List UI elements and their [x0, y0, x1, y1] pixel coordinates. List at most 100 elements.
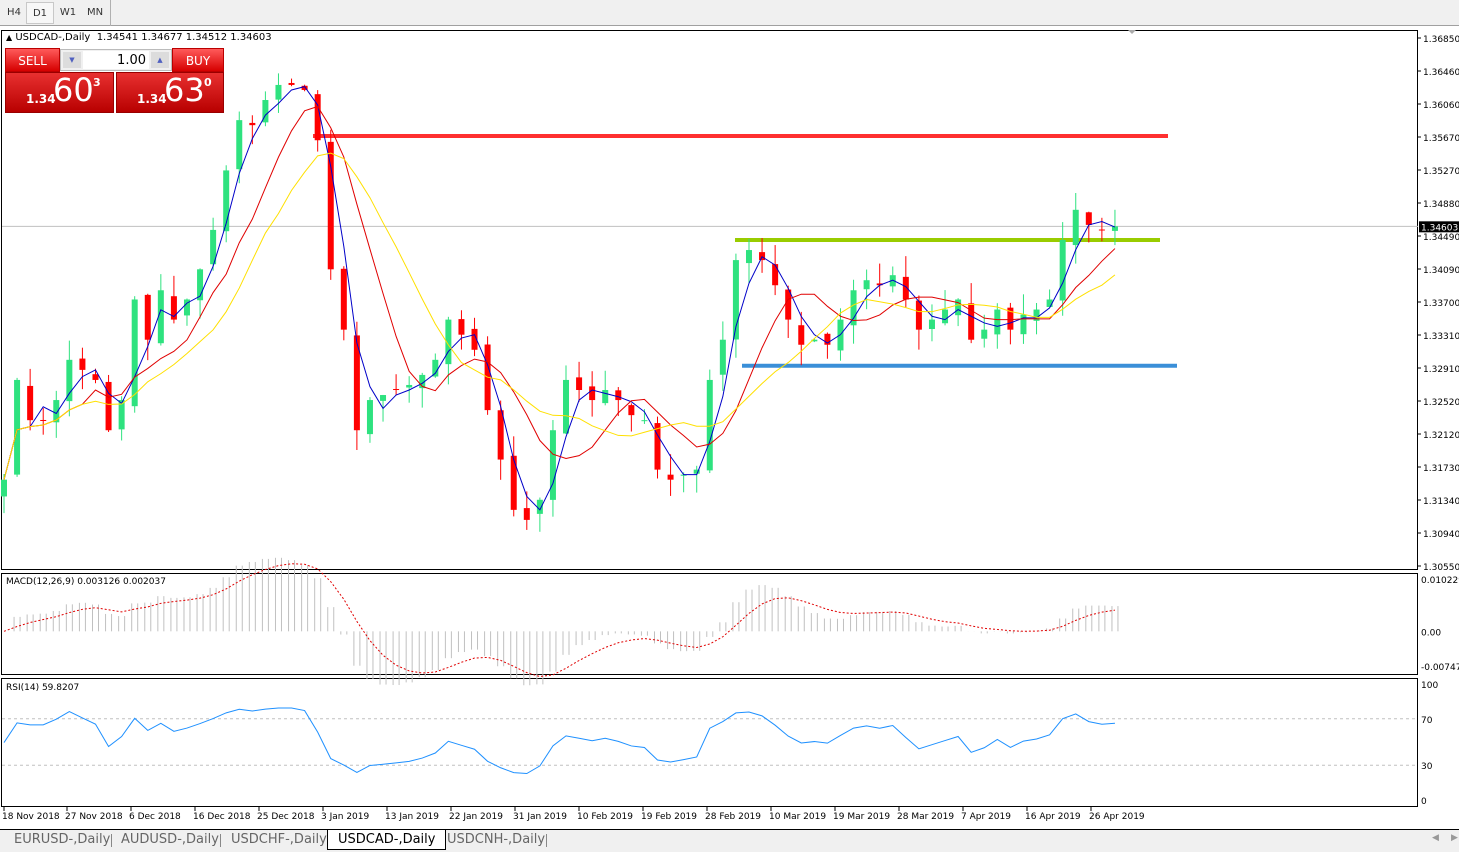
- rsi-axis-label: 0: [1421, 797, 1427, 807]
- candle-body: [824, 333, 831, 345]
- scroll-right-icon[interactable]: ▶: [1451, 833, 1458, 843]
- candle-body: [589, 386, 596, 401]
- date-axis-label: 10 Feb 2019: [577, 812, 633, 822]
- tab-audusd[interactable]: AUDUSD-,Daily: [121, 832, 219, 847]
- candle-body: [249, 122, 256, 126]
- candle-body: [288, 82, 295, 85]
- tab-eurusd[interactable]: EURUSD-,Daily: [14, 832, 111, 847]
- candle-body: [79, 358, 86, 370]
- candle-body: [353, 335, 360, 431]
- candle-body: [615, 390, 622, 401]
- date-axis-label: 26 Apr 2019: [1089, 812, 1145, 822]
- macd-axis-label: -0.007471: [1421, 663, 1459, 673]
- date-axis-label: 7 Apr 2019: [961, 812, 1011, 822]
- candle-body: [118, 400, 125, 430]
- date-axis-label: 18 Nov 2018: [2, 812, 60, 822]
- sell-quote[interactable]: 1.34 60 3: [5, 71, 114, 113]
- candle-body: [327, 141, 334, 270]
- candle-body: [576, 377, 583, 390]
- divider: [546, 834, 547, 847]
- candle-body: [223, 170, 230, 232]
- candle-body: [14, 379, 21, 475]
- candle-body: [745, 250, 752, 264]
- candle-body: [863, 280, 870, 290]
- candle-body: [53, 400, 60, 423]
- price-axis-label: 1.32520: [1423, 398, 1459, 408]
- candle-body: [928, 319, 935, 330]
- date-axis-label: 25 Dec 2018: [257, 812, 315, 822]
- timeframe-w1[interactable]: W1: [59, 7, 77, 18]
- divider: [220, 834, 221, 847]
- candle-body: [419, 374, 426, 389]
- candle-body: [497, 410, 504, 460]
- candle-body: [915, 300, 922, 330]
- date-axis-label: 6 Dec 2018: [129, 812, 181, 822]
- timeframe-mn[interactable]: MN: [86, 7, 104, 18]
- candle-body: [1046, 299, 1053, 307]
- rsi-line: [3, 707, 1115, 775]
- sell-quote-point: 3: [93, 76, 101, 89]
- buy-quote-pips: 63: [164, 71, 205, 109]
- candle-body: [366, 400, 373, 435]
- date-axis-label: 13 Jan 2019: [385, 812, 439, 822]
- macd-axis-label: 0.010229: [1421, 576, 1459, 586]
- rsi-axis-label: 100: [1421, 681, 1438, 691]
- timeframe-h4[interactable]: H4: [7, 7, 21, 18]
- candle-body: [798, 325, 805, 345]
- buy-quote-point: 0: [204, 76, 212, 89]
- current-price-badge: [1419, 221, 1459, 233]
- candle-body: [406, 384, 413, 388]
- chart-header: ▲ USDCAD-,Daily 1.34541 1.34677 1.34512 …: [6, 32, 272, 43]
- divider: [111, 834, 112, 847]
- divider: [110, 0, 111, 26]
- candle-body: [602, 390, 609, 404]
- price-axis-label: 1.36060: [1423, 101, 1459, 111]
- rsi-label: RSI(14) 59.8207: [6, 683, 79, 693]
- lot-increase-button[interactable]: ▲: [151, 52, 169, 68]
- scroll-left-icon[interactable]: ◀: [1432, 833, 1439, 843]
- price-axis-label: 1.30550: [1423, 563, 1459, 573]
- buy-button[interactable]: BUY: [172, 48, 224, 72]
- macd-signal-line: [3, 563, 1116, 678]
- price-axis-label: 1.34490: [1423, 233, 1459, 243]
- candle-body: [40, 419, 47, 421]
- candle-body: [876, 283, 883, 286]
- candle-body: [1033, 309, 1040, 321]
- sell-quote-prefix: 1.34: [26, 92, 56, 106]
- buy-quote[interactable]: 1.34 63 0: [116, 71, 224, 113]
- candle-body: [968, 303, 975, 340]
- tab-usdchf[interactable]: USDCHF-,Daily: [231, 832, 327, 847]
- macd-label: MACD(12,26,9) 0.003126 0.002037: [6, 577, 166, 587]
- candle-body: [902, 276, 909, 300]
- sell-button[interactable]: SELL: [5, 48, 60, 72]
- tab-usdcnh[interactable]: USDCNH-,Daily: [447, 832, 546, 847]
- lot-decrease-button[interactable]: ▼: [63, 52, 81, 68]
- candle-body: [393, 389, 400, 391]
- candle-body: [549, 430, 556, 500]
- candle-body: [471, 328, 478, 350]
- candle-body: [1, 479, 7, 497]
- timeframe-d1[interactable]: D1: [26, 2, 54, 24]
- timeframe-toolbar: H4 D1 W1 MN: [0, 0, 1459, 26]
- date-axis-label: 31 Jan 2019: [513, 812, 567, 822]
- price-axis-label: 1.32910: [1423, 365, 1459, 375]
- candle-body: [955, 299, 962, 316]
- price-axis-label: 1.33310: [1423, 332, 1459, 342]
- candle-body: [850, 290, 857, 326]
- candle-body: [759, 252, 766, 261]
- tab-usdcad[interactable]: USDCAD-,Daily: [327, 830, 447, 850]
- candle-body: [994, 309, 1001, 335]
- candle-body: [889, 275, 896, 287]
- lot-input[interactable]: [83, 51, 149, 69]
- lot-stepper: ▼ ▲: [60, 49, 172, 71]
- candle-body: [131, 299, 138, 407]
- price-chart[interactable]: 1.36850 1.36460 1.36060 1.35670 1.35270 1.348…: [0, 28, 1459, 828]
- rsi-axis-label: 70: [1421, 716, 1433, 726]
- price-axis-label: 1.30940: [1423, 530, 1459, 540]
- candle-body: [1111, 226, 1118, 231]
- candle-body: [458, 319, 465, 335]
- candle-body: [1020, 314, 1027, 335]
- candle-body: [942, 309, 949, 324]
- candle-body: [981, 329, 988, 339]
- price-axis-label: 1.34880: [1423, 200, 1459, 210]
